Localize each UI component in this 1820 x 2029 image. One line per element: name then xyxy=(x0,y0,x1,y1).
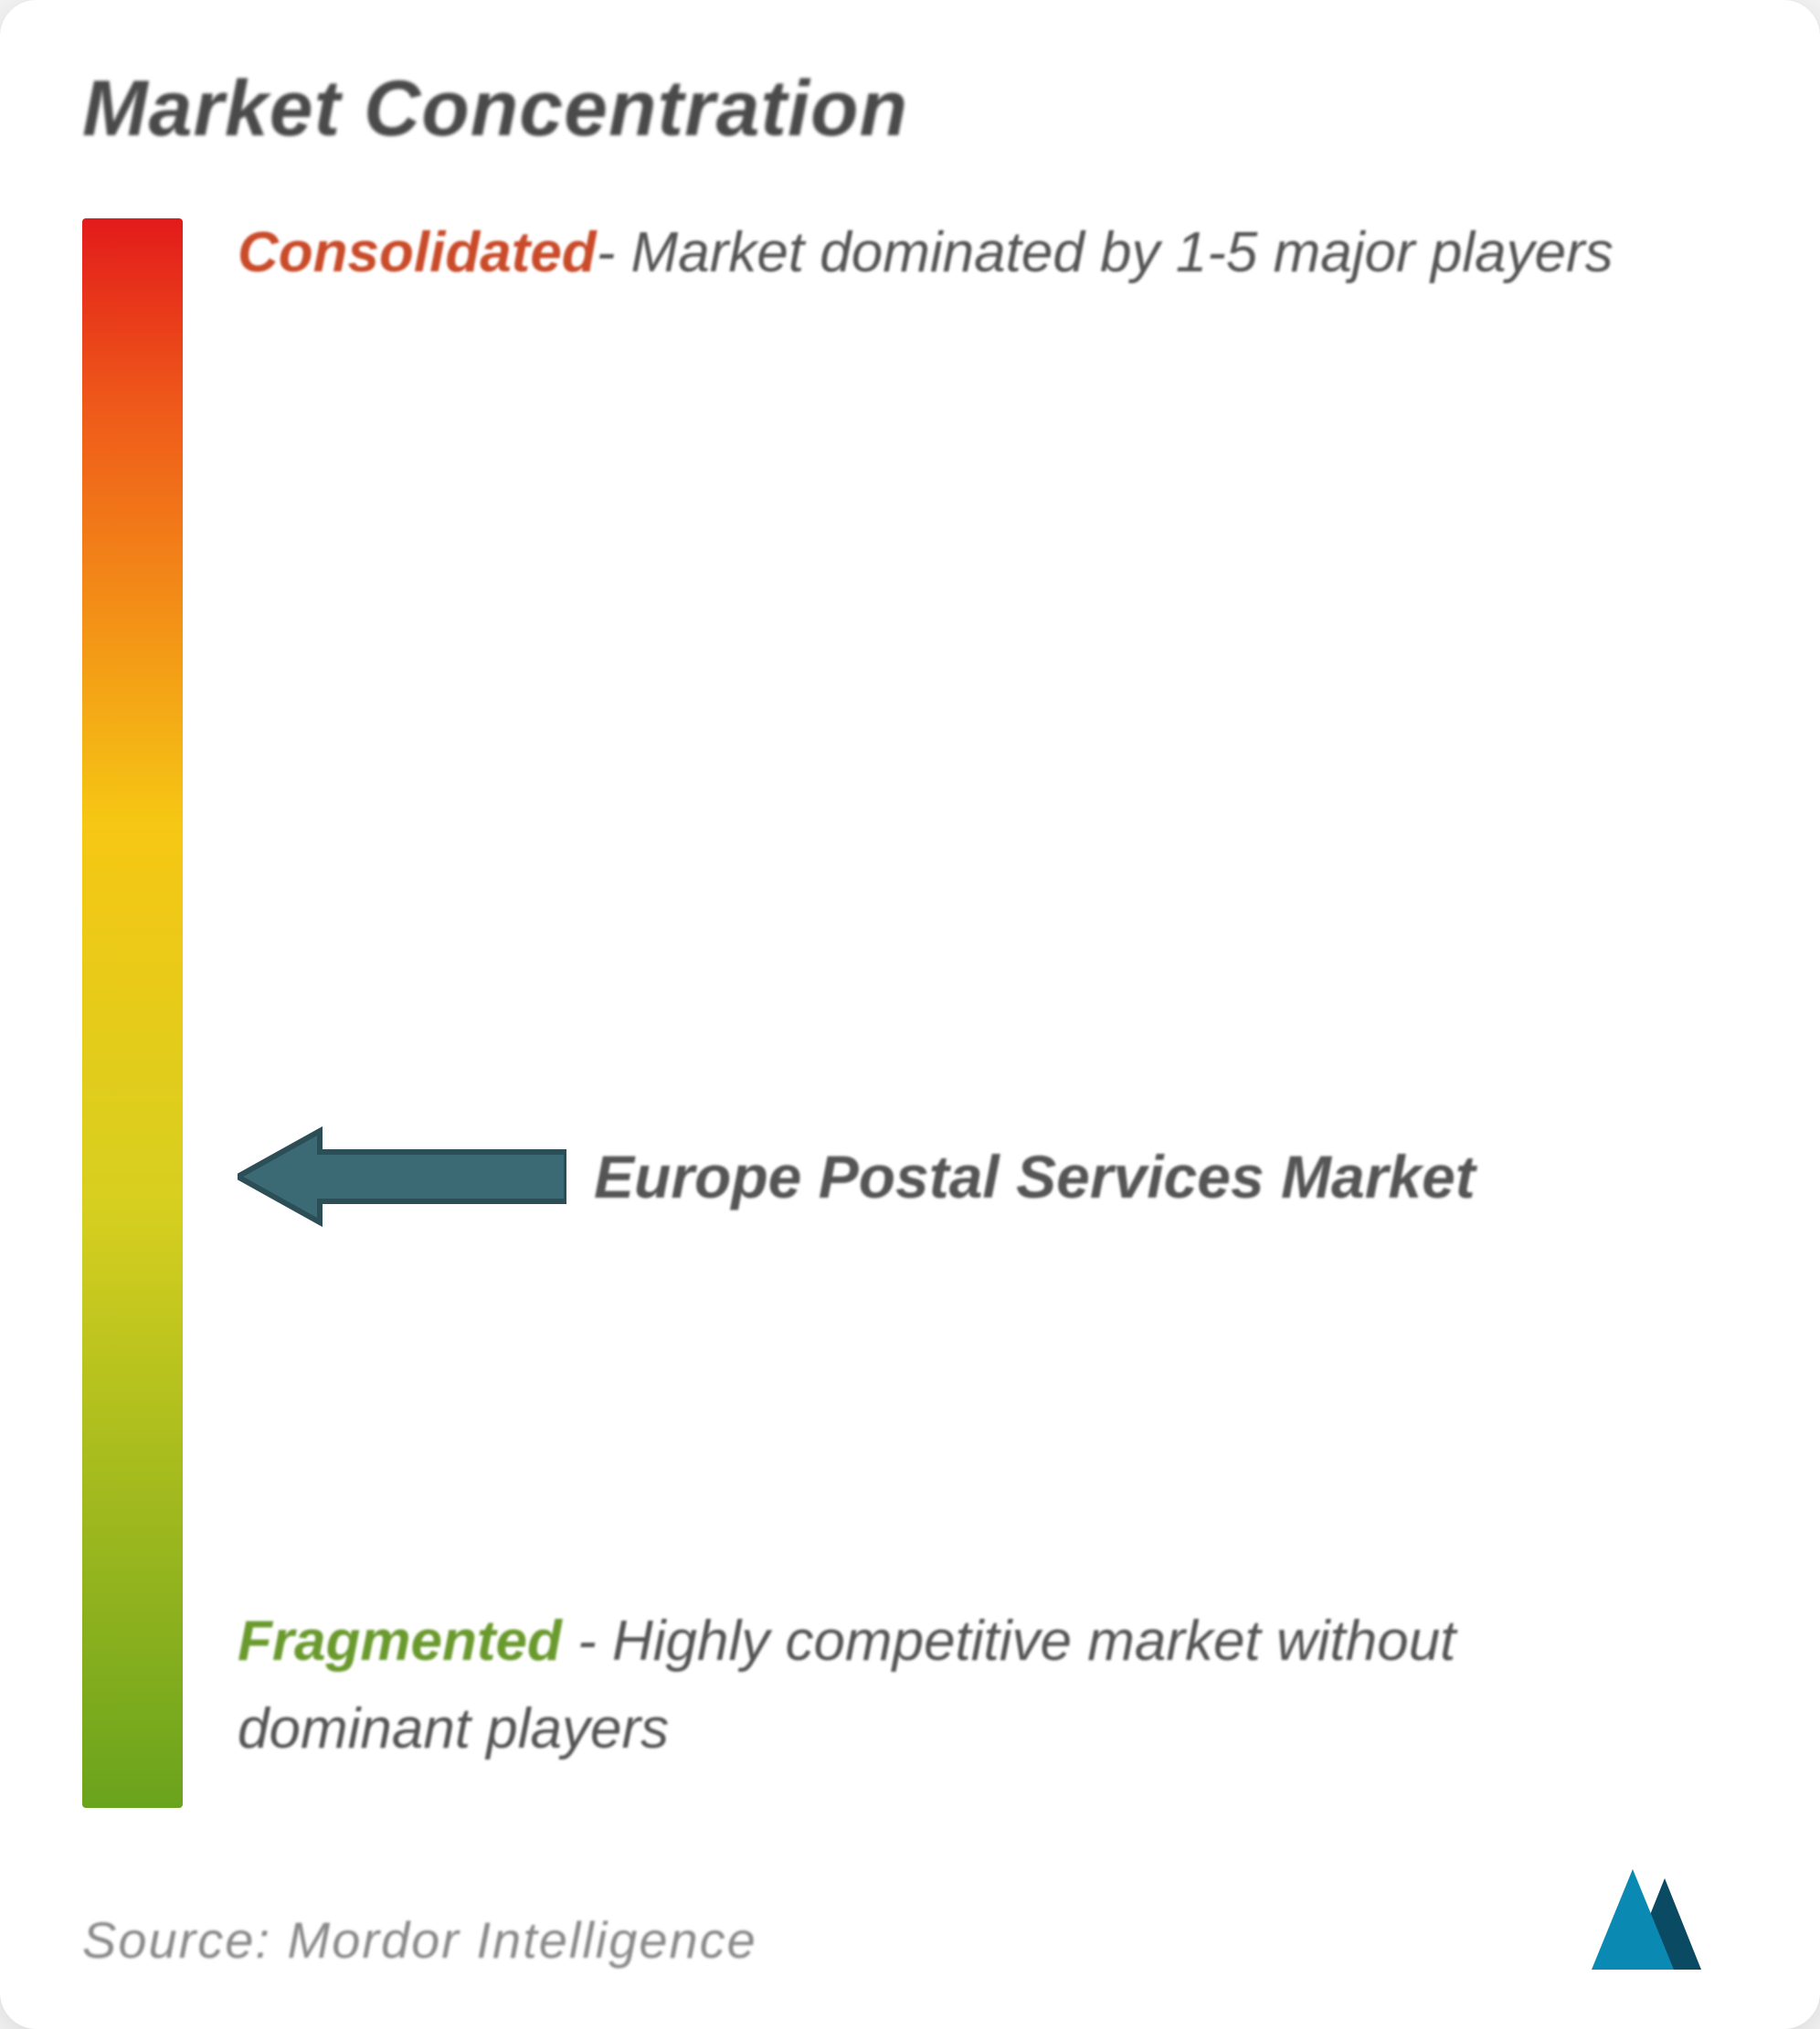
mordor-logo-icon xyxy=(1582,1869,1738,1979)
pointer-label: Europe Postal Services Market xyxy=(594,1142,1476,1211)
label-column: Consolidated- Market dominated by 1-5 ma… xyxy=(183,209,1738,1854)
market-concentration-card: Market Concentration Consolidated- Marke… xyxy=(0,0,1820,2029)
chart-title: Market Concentration xyxy=(82,64,1738,154)
consolidated-desc: - Market dominated by 1-5 major players xyxy=(597,221,1614,284)
concentration-gradient-bar xyxy=(82,218,183,1808)
market-pointer: Europe Postal Services Market xyxy=(238,1126,1701,1227)
source-attribution: Source: Mordor Intelligence xyxy=(82,1910,757,1970)
pointer-arrow-icon xyxy=(238,1126,566,1227)
scale-column xyxy=(82,209,183,1854)
chart-body: Consolidated- Market dominated by 1-5 ma… xyxy=(82,209,1738,1854)
consolidated-label: Consolidated- Market dominated by 1-5 ma… xyxy=(238,209,1701,297)
fragmented-term: Fragmented xyxy=(238,1610,562,1673)
fragmented-label: Fragmented - Highly competitive market w… xyxy=(238,1598,1701,1773)
consolidated-term: Consolidated xyxy=(238,221,597,284)
